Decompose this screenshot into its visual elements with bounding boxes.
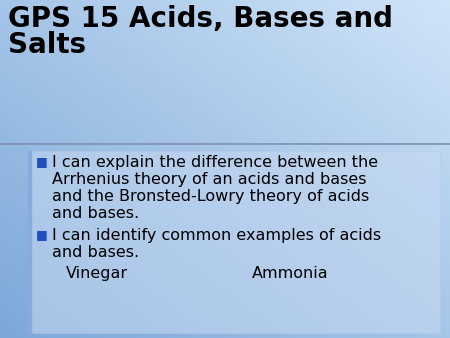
Text: Ammonia: Ammonia: [252, 266, 328, 281]
Text: and the Bronsted-Lowry theory of acids: and the Bronsted-Lowry theory of acids: [52, 189, 369, 204]
Text: I can explain the difference between the: I can explain the difference between the: [52, 155, 378, 170]
Text: ■: ■: [36, 228, 48, 241]
Text: and bases.: and bases.: [52, 206, 139, 221]
Text: ■: ■: [36, 155, 48, 168]
Bar: [28, 151, 31, 333]
Text: I can identify common examples of acids: I can identify common examples of acids: [52, 228, 381, 243]
Text: Salts: Salts: [8, 31, 86, 59]
Text: Vinegar: Vinegar: [66, 266, 128, 281]
Text: Arrhenius theory of an acids and bases: Arrhenius theory of an acids and bases: [52, 172, 366, 187]
Text: and bases.: and bases.: [52, 245, 139, 260]
Text: GPS 15 Acids, Bases and: GPS 15 Acids, Bases and: [8, 5, 393, 33]
FancyBboxPatch shape: [28, 151, 440, 333]
